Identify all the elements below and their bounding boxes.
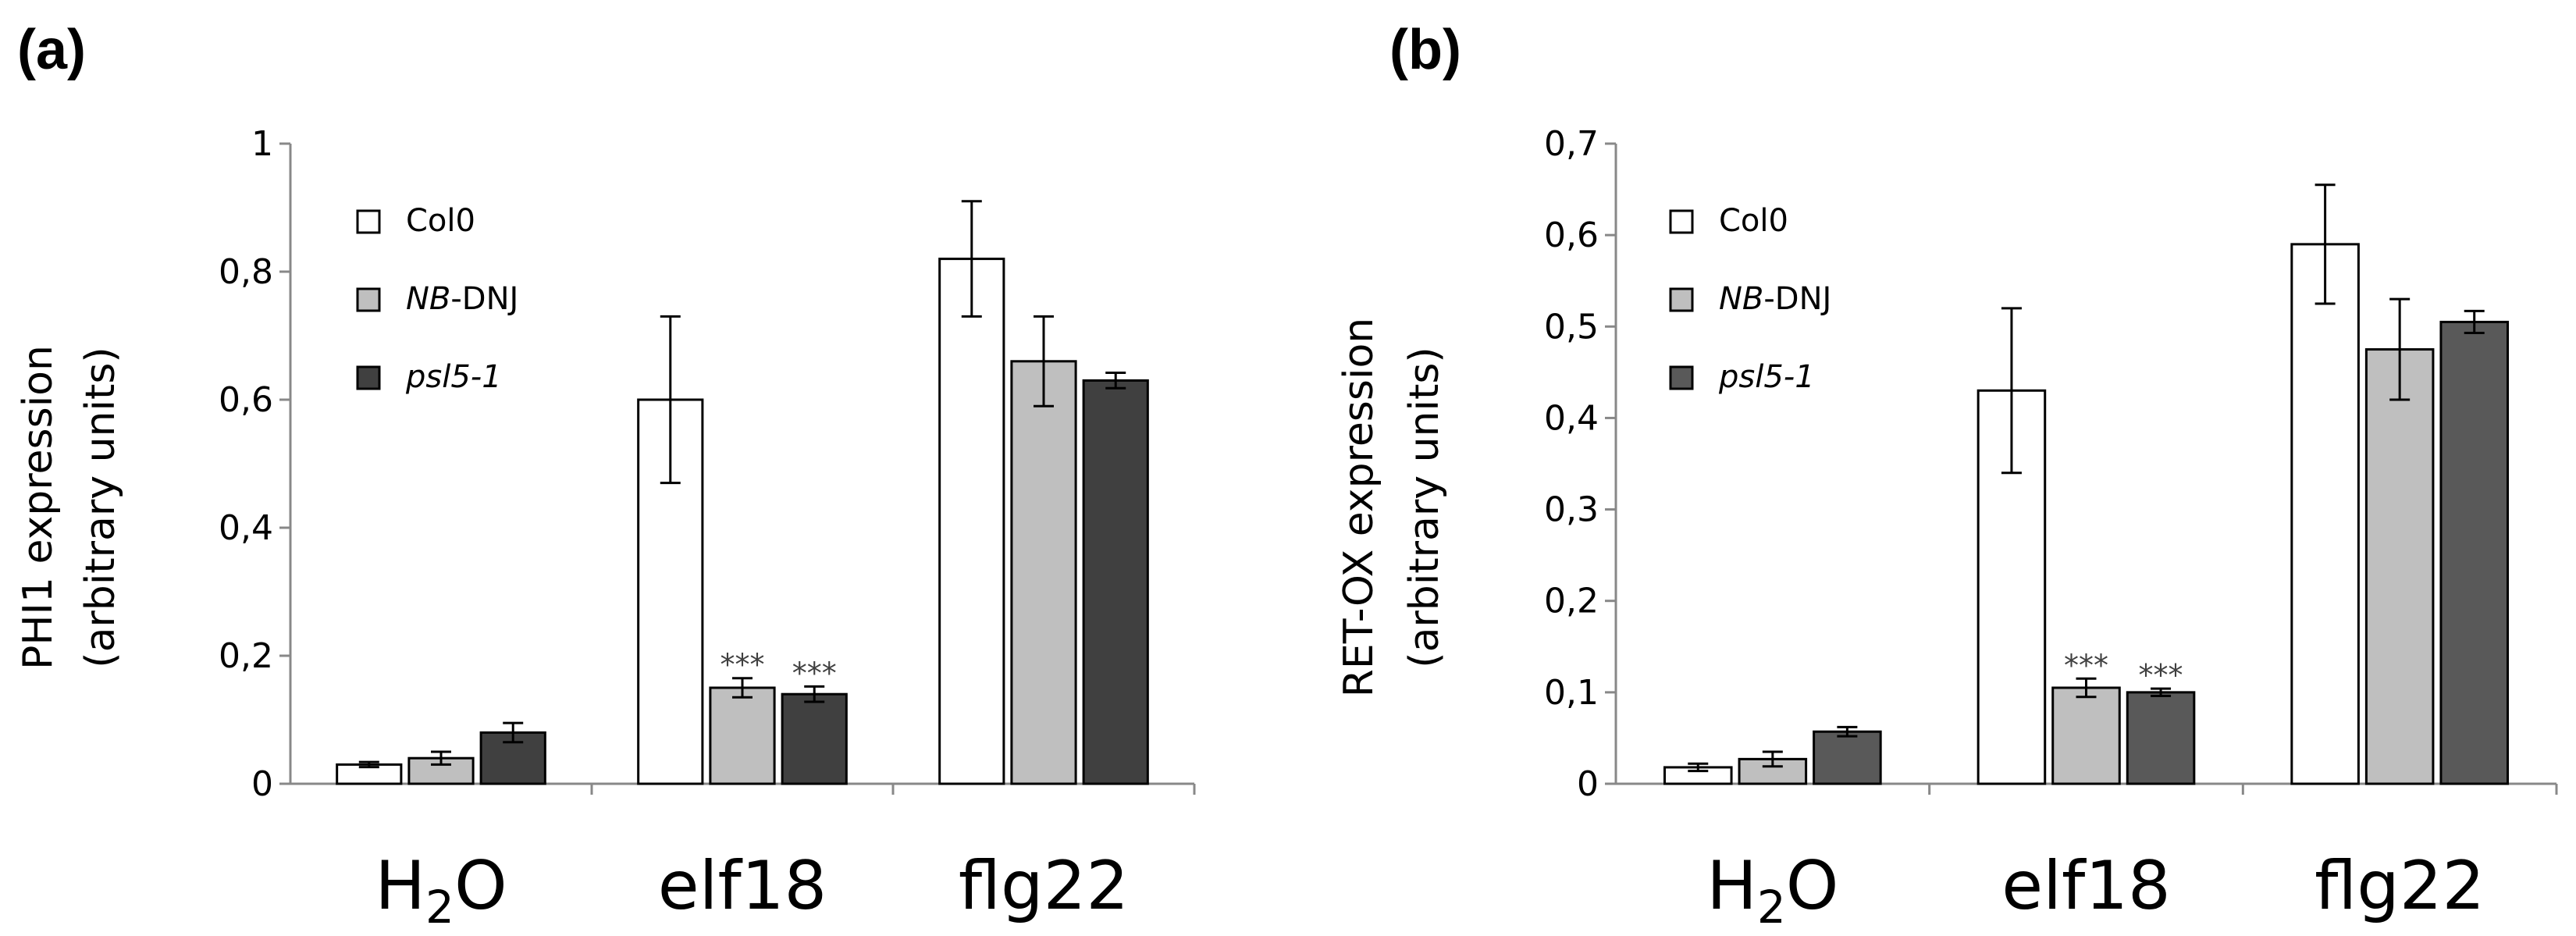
bar-psl5-1 (781, 692, 848, 785)
legend-label: Col0 (1719, 203, 1788, 239)
panel-label: (a) (17, 19, 86, 81)
significance-marker: *** (720, 648, 765, 682)
bar-NB-DNJ (2364, 348, 2435, 785)
y-tick-label: 0 (251, 764, 273, 804)
y-tick-label: 0 (1577, 764, 1599, 804)
y-axis-title: RET-OX expression (1336, 318, 1382, 697)
bar-NB-DNJ (1010, 360, 1077, 785)
significance-marker: *** (2139, 658, 2183, 692)
legend-swatch (356, 287, 381, 312)
bar-psl5-1 (1813, 730, 1882, 785)
bar-Col0 (637, 398, 704, 785)
y-tick-label: 0,6 (1544, 215, 1599, 255)
significance-marker: *** (792, 656, 837, 690)
bar-psl5-1 (2439, 320, 2509, 785)
y-axis-title: PHI1 expression (15, 345, 62, 670)
y-tick-label: 1 (251, 124, 273, 164)
bar-Col0 (938, 258, 1005, 785)
legend-label: psl5-1 (405, 359, 502, 395)
bar-psl5-1 (1082, 379, 1149, 785)
legend-swatch (1669, 287, 1694, 312)
category-label: H2O (1706, 847, 1838, 934)
y-axis-subtitle: (arbitrary units) (77, 347, 124, 667)
bar-psl5-1 (2126, 691, 2196, 785)
category-label: elf18 (658, 847, 827, 925)
bar-NB-DNJ (2051, 686, 2121, 785)
y-tick-label: 0,4 (1544, 398, 1599, 438)
y-tick-label: 0,6 (219, 380, 273, 420)
category-label: elf18 (2001, 847, 2171, 925)
legend-label: psl5-1 (1718, 359, 1815, 395)
bar-Col0 (2290, 243, 2360, 785)
legend-swatch (1669, 209, 1694, 234)
legend-label: Col0 (406, 203, 475, 239)
y-tick-label: 0,2 (1544, 582, 1599, 621)
y-tick-label: 0,1 (1544, 673, 1599, 713)
y-tick-label: 0,3 (1544, 490, 1599, 530)
legend-swatch (356, 365, 381, 390)
legend-swatch (356, 209, 381, 234)
panel-label: (b) (1389, 19, 1461, 81)
panel-a: (a) 0 0,2 0,4 0,6 0,8 1 PHI1 expression (arbitra… (15, 19, 1196, 934)
legend-label: NB-DNJ (1719, 281, 1831, 317)
legend-swatch (1669, 365, 1694, 390)
category-label: flg22 (2314, 847, 2485, 925)
y-tick-label: 0,4 (219, 508, 273, 548)
y-axis-subtitle: (arbitrary units) (1401, 347, 1448, 667)
panel-b: (b) 0 0,1 0,2 0,3 0,4 0,5 0,6 0,7 RET-OX expressi… (1336, 19, 2558, 934)
y-tick-label: 0,7 (1544, 124, 1599, 164)
significance-marker: *** (2064, 648, 2108, 682)
y-tick-label: 0,2 (219, 636, 273, 676)
category-label: H2O (375, 847, 507, 934)
y-tick-label: 0,8 (219, 252, 273, 292)
bar-NB-DNJ (709, 686, 776, 785)
category-label: flg22 (959, 847, 1129, 925)
y-tick-label: 0,5 (1544, 307, 1599, 347)
legend-label: NB-DNJ (406, 281, 518, 317)
